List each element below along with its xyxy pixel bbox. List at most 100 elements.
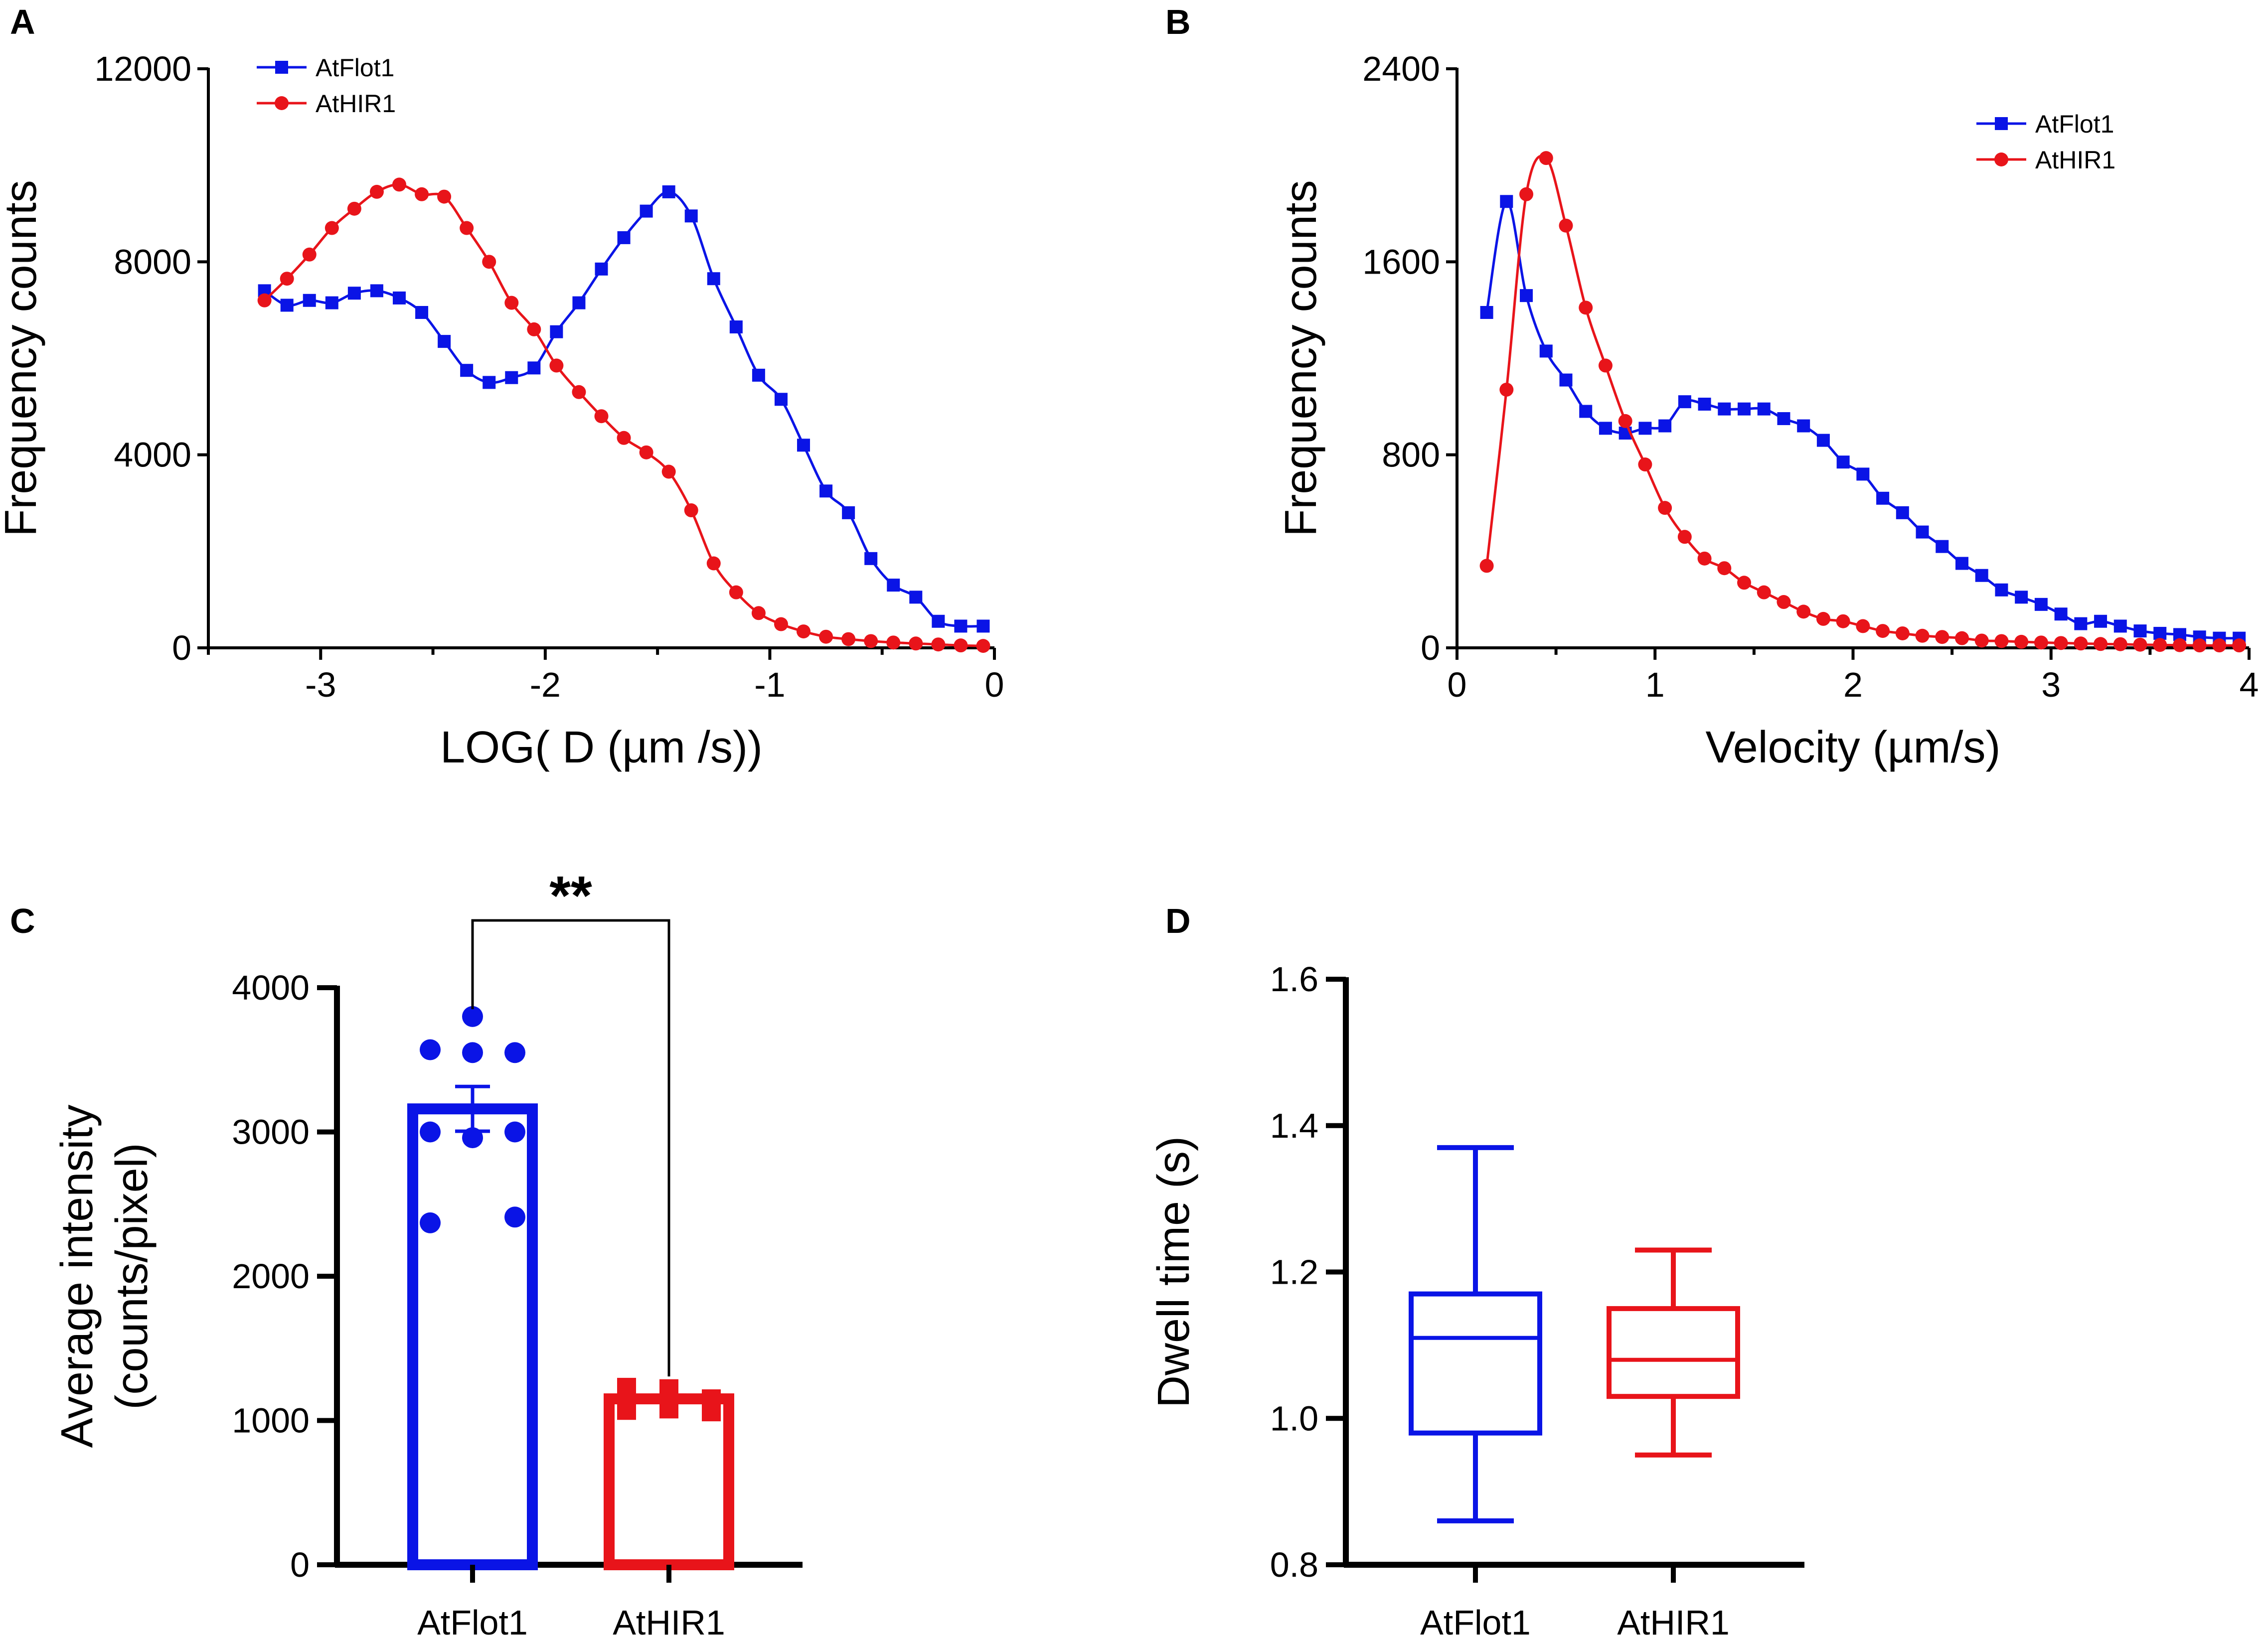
a-y-axis-title: Frequency counts [0, 180, 46, 536]
b-point-AtHIR1 [1697, 551, 1712, 566]
a-point-AtFlot1 [505, 371, 518, 384]
panel-c-chart: 0 1000 2000 3000 4000 Average intensity (count… [52, 865, 803, 1642]
a-legend-label-AtHIR1: AtHIR1 [316, 90, 396, 118]
a-point-AtFlot1 [662, 185, 675, 198]
b-point-AtHIR1 [1519, 187, 1534, 201]
c-point-AtFlot1 [504, 1121, 525, 1143]
b-y-tick-label: 0 [1421, 628, 1440, 667]
b-point-AtHIR1 [1579, 300, 1593, 315]
d-y-axis-title: Dwell time (s) [1149, 1136, 1199, 1408]
a-point-AtHIR1 [280, 272, 294, 286]
c-y-axis-title-units: (counts/pixel) [107, 1143, 157, 1409]
b-point-AtHIR1 [1677, 530, 1692, 544]
a-y-tick-label: 12000 [94, 49, 191, 88]
b-point-AtFlot1 [1816, 434, 1830, 447]
a-point-AtHIR1 [841, 632, 856, 646]
b-x-axis-title: Velocity (µm/s) [1706, 723, 2001, 772]
a-point-AtFlot1 [684, 209, 698, 223]
b-legend-label-AtHIR1: AtHIR1 [2035, 146, 2115, 174]
a-point-AtHIR1 [504, 296, 519, 310]
b-point-AtFlot1 [1500, 195, 1513, 208]
a-point-AtHIR1 [797, 624, 811, 639]
a-point-AtHIR1 [572, 385, 586, 399]
a-point-AtFlot1 [617, 231, 631, 244]
b-point-AtFlot1 [1520, 289, 1533, 302]
b-point-AtHIR1 [1479, 559, 1494, 573]
a-point-AtFlot1 [527, 361, 541, 375]
c-point-AtFlot1 [504, 1042, 525, 1063]
a-point-AtFlot1 [932, 614, 945, 628]
d-y-tick-label: 0.8 [1270, 1545, 1318, 1584]
panel-d-chart: 0.8 1.0 1.2 1.4 1.6 Dwell time (s) AtFlot1 AtHI… [1149, 960, 1804, 1642]
c-x-tick-label-AtFlot1: AtFlot1 [417, 1603, 528, 1642]
d-y-tick-label: 1.4 [1270, 1106, 1318, 1145]
b-point-AtFlot1 [2094, 614, 2107, 628]
b-point-AtFlot1 [1718, 402, 1731, 416]
a-point-AtHIR1 [864, 634, 878, 648]
a-point-AtHIR1 [527, 322, 541, 336]
a-point-AtHIR1 [437, 189, 452, 204]
panel-letter-c: C [10, 901, 35, 940]
c-y-axis-title: Average intensity [52, 1105, 102, 1448]
c-y-tick-label: 1000 [232, 1401, 310, 1440]
c-point-AtFlot1 [462, 1006, 483, 1027]
b-point-AtFlot1 [2153, 626, 2167, 640]
d-box-AtHIR1 [1607, 1306, 1740, 1399]
a-point-AtFlot1 [640, 204, 653, 218]
c-significance-label: ** [549, 865, 592, 926]
b-point-AtFlot1 [2054, 607, 2068, 621]
b-point-AtFlot1 [2074, 617, 2088, 630]
a-y-tick-label: 0 [172, 628, 191, 667]
b-point-AtHIR1 [2133, 637, 2147, 652]
c-point-AtFlot1 [420, 1121, 441, 1143]
a-point-AtFlot1 [707, 272, 720, 286]
b-point-AtFlot1 [1955, 557, 1968, 570]
a-x-tick-label: -1 [754, 665, 785, 704]
b-point-AtFlot1 [1777, 412, 1790, 426]
c-y-tick-label: 4000 [232, 968, 310, 1007]
b-point-AtHIR1 [2113, 637, 2127, 651]
b-point-AtFlot1 [1797, 419, 1810, 433]
a-point-AtFlot1 [842, 506, 855, 519]
b-point-AtHIR1 [2232, 638, 2247, 653]
c-point-AtFlot1 [504, 1206, 525, 1228]
a-point-AtFlot1 [954, 619, 968, 633]
b-point-AtFlot1 [1480, 306, 1493, 319]
a-point-AtHIR1 [886, 635, 901, 650]
b-y-tick-label: 2400 [1362, 49, 1440, 88]
a-point-AtFlot1 [752, 368, 765, 382]
b-point-AtFlot1 [1836, 455, 1850, 469]
b-point-AtHIR1 [1658, 501, 1672, 515]
b-y-tick-label: 800 [1382, 436, 1440, 474]
c-point-AtFlot1 [462, 1127, 483, 1149]
a-point-AtHIR1 [257, 293, 272, 307]
a-point-AtFlot1 [483, 376, 496, 389]
a-point-AtHIR1 [661, 464, 676, 479]
b-point-AtFlot1 [1539, 344, 1553, 358]
b-point-AtHIR1 [1974, 633, 1989, 648]
c-y-tick-label: 0 [290, 1545, 310, 1584]
panel-letter-b: B [1165, 2, 1191, 41]
d-y-tick-label: 1.0 [1270, 1399, 1318, 1438]
b-point-AtHIR1 [2172, 638, 2187, 652]
a-point-AtFlot1 [595, 262, 608, 276]
a-point-AtHIR1 [909, 636, 923, 651]
d-x-tick-label-AtHIR1: AtHIR1 [1617, 1603, 1730, 1642]
b-point-AtHIR1 [1598, 358, 1613, 373]
d-x-tick-label-AtFlot1: AtFlot1 [1420, 1603, 1531, 1642]
c-point-AtFlot1 [462, 1042, 483, 1063]
b-point-AtFlot1 [1658, 419, 1672, 433]
c-y-tick-label: 2000 [232, 1257, 310, 1296]
b-point-AtHIR1 [1954, 631, 1969, 645]
a-point-AtHIR1 [460, 221, 474, 235]
a-point-AtFlot1 [572, 296, 586, 309]
c-point-AtHIR1 [659, 1399, 678, 1419]
b-point-AtFlot1 [1698, 397, 1711, 411]
b-point-AtHIR1 [1717, 561, 1732, 576]
c-significance-bracket [471, 919, 670, 1377]
b-point-AtHIR1 [1757, 585, 1771, 599]
a-point-AtFlot1 [438, 335, 451, 348]
a-point-AtHIR1 [302, 247, 317, 262]
b-point-AtFlot1 [1975, 569, 1988, 582]
a-point-AtFlot1 [887, 579, 900, 592]
